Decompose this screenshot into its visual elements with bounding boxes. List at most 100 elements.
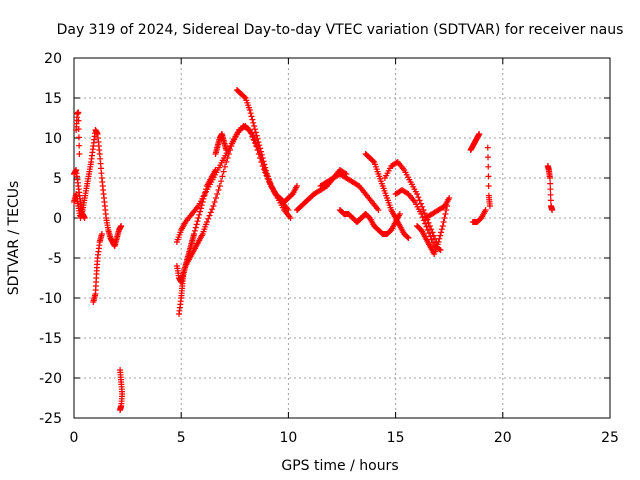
data-point [258,151,265,158]
series-arc-v [469,207,489,225]
data-point [216,183,223,189]
data-point [191,231,198,237]
data-point [75,117,82,124]
data-point [416,197,423,204]
data-point [425,219,432,226]
data-point [547,191,554,198]
data-point [180,271,187,277]
data-point [212,195,219,201]
y-tick-label: 10 [44,131,62,147]
data-point [435,239,442,245]
data-point [485,154,492,161]
x-tick-label: 25 [601,430,619,446]
data-point [203,219,210,225]
data-point [205,215,212,222]
data-point [423,223,430,230]
data-point [415,194,422,201]
series-arc-u [467,131,483,153]
data-point [75,109,82,116]
x-tick-label: 15 [387,430,405,446]
data-point [215,187,222,193]
y-tick-label: -5 [48,251,62,267]
data-point [262,164,269,171]
data-point [76,151,83,157]
data-point [263,167,270,174]
series-arc-e [117,367,126,413]
data-point [436,235,443,242]
series-arc-k [233,87,300,205]
series-arc-c [73,109,83,157]
data-point [220,168,227,175]
data-point [546,175,553,181]
plot-grid [73,57,611,419]
y-tick-label: 5 [53,171,62,187]
data-point [293,183,300,189]
data-point [441,215,448,221]
data-point [257,145,264,152]
data-point [253,132,260,139]
y-tick-label: -15 [39,331,62,347]
data-point [370,158,377,165]
data-point [250,119,257,126]
y-tick-label: -10 [39,291,62,307]
data-point [98,231,105,237]
data-point [437,247,444,253]
plot-frame [73,57,611,419]
data-point [224,155,231,161]
y-axis-label: SDTVAR / TECUs [6,181,22,296]
data-point [485,183,492,189]
data-point [219,173,226,180]
data-point [252,129,259,136]
data-point [257,148,264,155]
data-point [259,155,266,161]
data-point [482,207,489,213]
data-point [486,203,493,209]
data-point [248,131,255,137]
series-arc-j [212,131,230,157]
data-point [256,142,263,149]
data-point [191,227,198,234]
data-point [426,223,433,229]
data-point [446,195,453,201]
series-arc-x [544,163,556,213]
data-point [117,407,124,413]
data-point [547,186,554,193]
data-point [261,161,268,168]
data-point [442,211,449,217]
data-point [424,227,431,233]
series-arc-d [90,231,105,305]
data-point [255,139,262,145]
data-point [260,158,267,165]
data-point [118,223,125,229]
series-arc-p [354,211,403,237]
data-point [218,178,225,185]
data-point [241,94,248,101]
data-point [221,163,228,170]
data-point [429,229,436,236]
data-point [254,135,261,142]
series-arc-w [484,144,493,209]
data-point [476,131,483,137]
data-point [438,226,445,233]
data-point [430,232,437,239]
data-point [427,233,434,240]
data-point [207,209,214,216]
series-arc-a [71,127,125,249]
data-point [206,212,213,219]
chart-title: Day 319 of 2024, Sidereal Day-to-day VTE… [57,22,624,38]
y-tick-label: 0 [53,211,62,227]
data-point [251,126,258,133]
data-point [440,219,447,225]
data-point [414,191,421,197]
data-point [223,159,230,165]
data-point [484,144,491,151]
data-point [375,207,382,213]
data-point [76,142,83,149]
data-point [417,200,424,207]
data-point [438,229,445,236]
data-point [192,224,199,231]
y-tick-label: -25 [39,411,62,427]
data-point [195,215,202,221]
y-tick-label: 15 [44,91,62,107]
